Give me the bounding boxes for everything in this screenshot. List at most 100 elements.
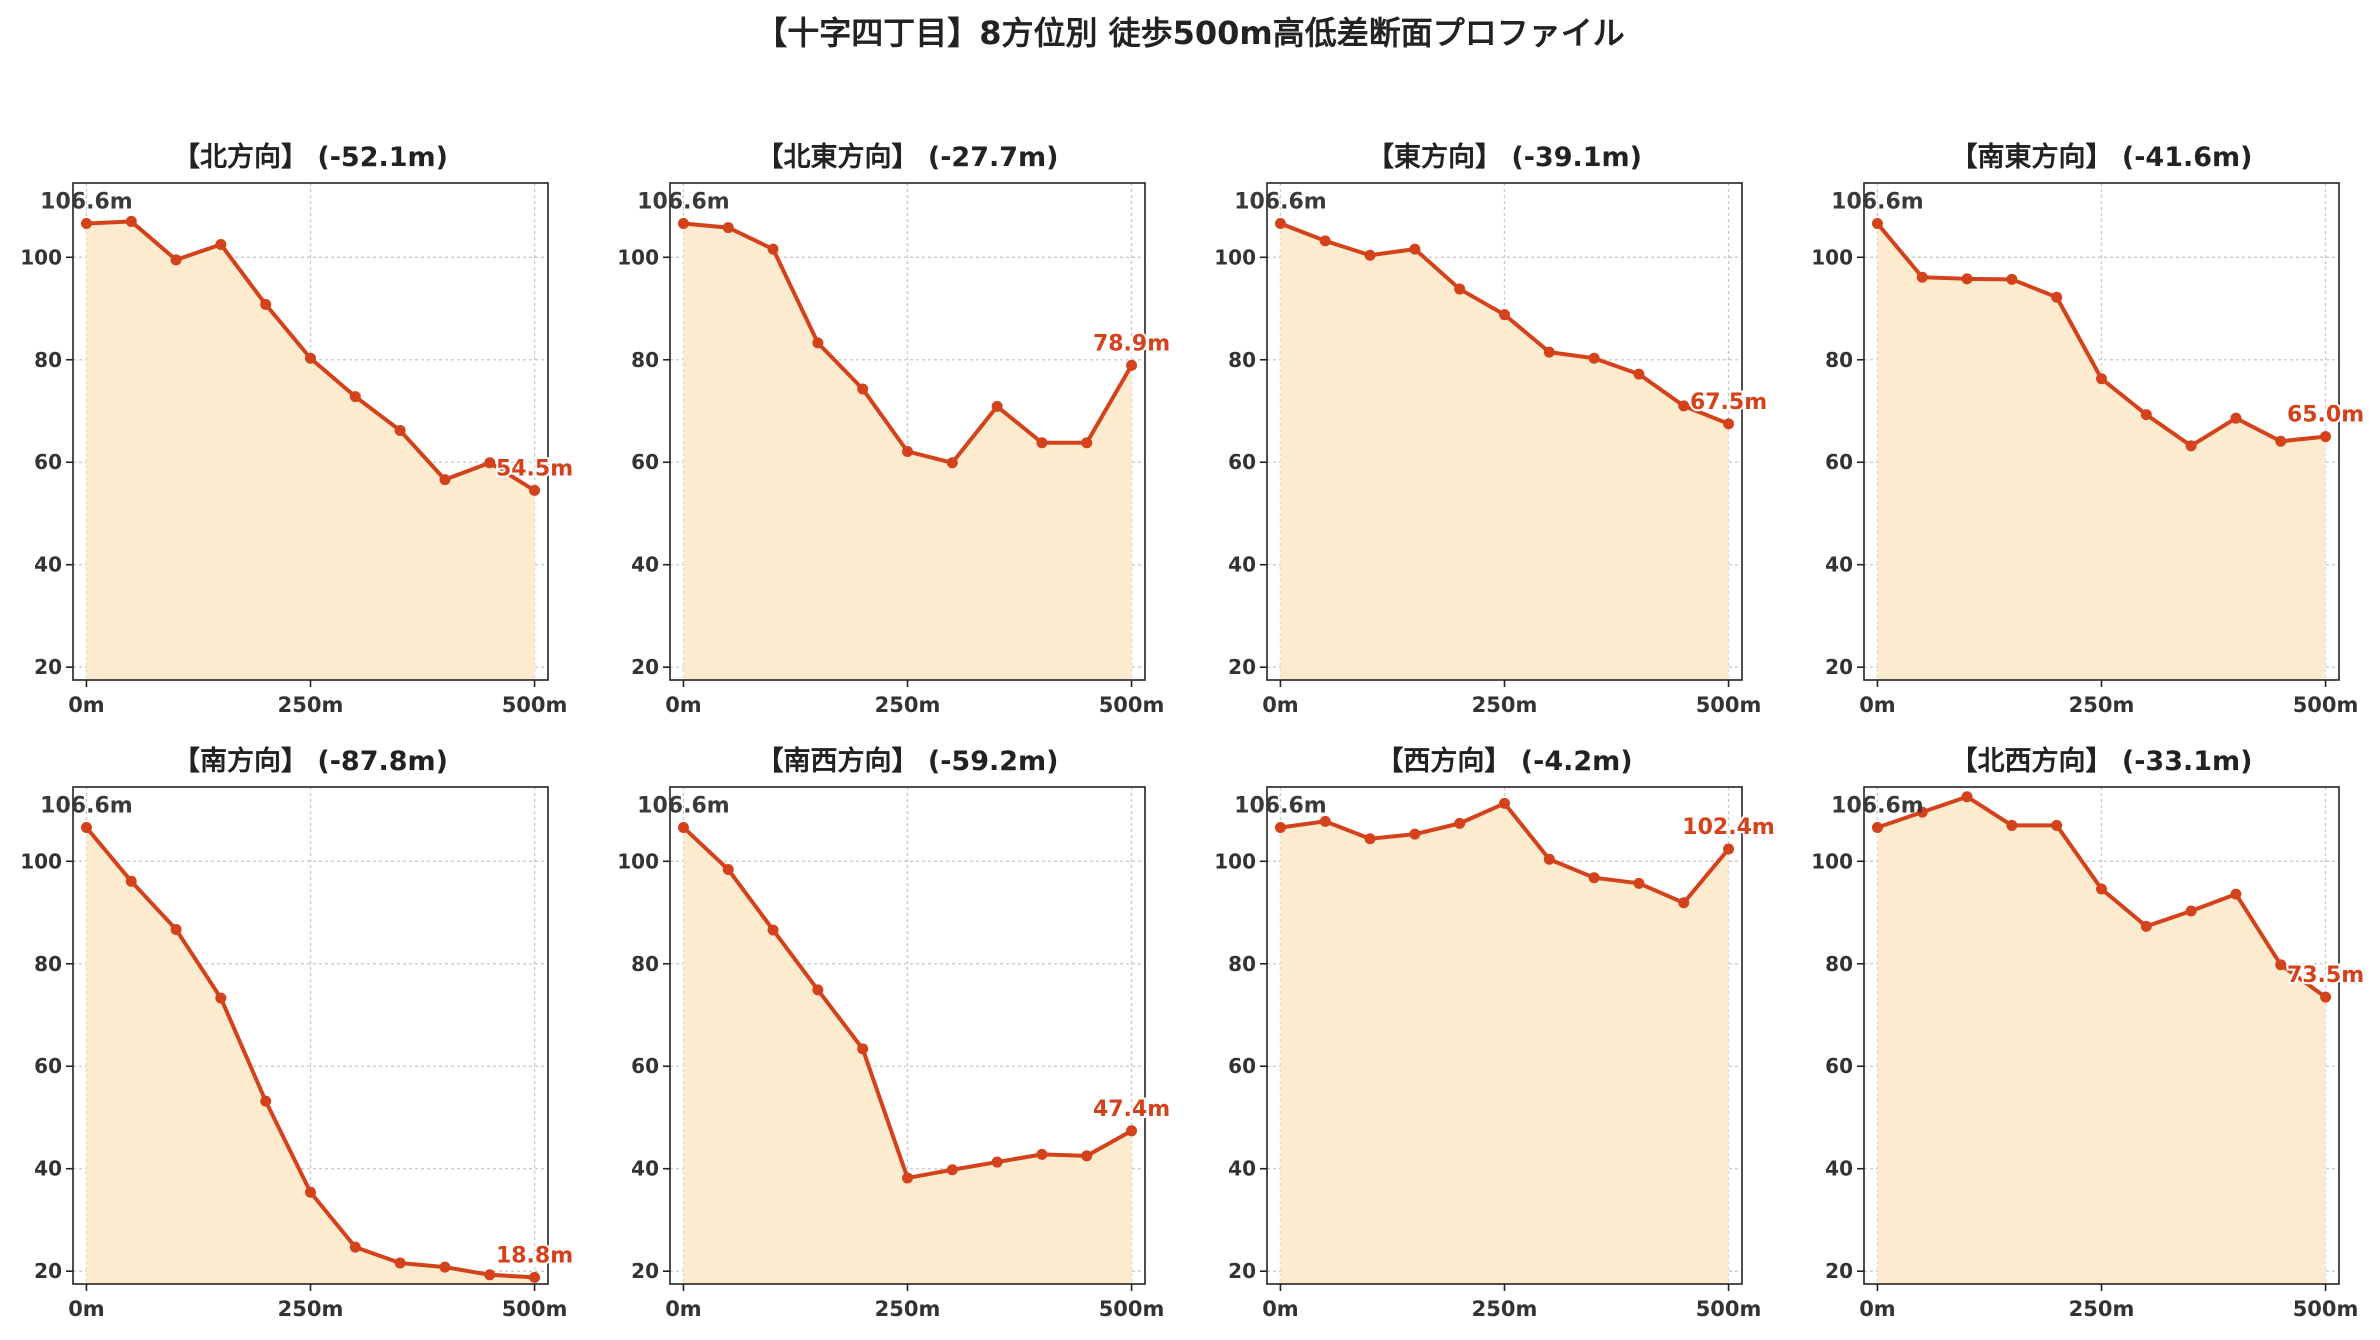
x-tick-label: 0m [1859, 1297, 1896, 1321]
data-point [1036, 437, 1048, 449]
y-tick-label: 100 [617, 245, 659, 269]
data-point [1319, 815, 1331, 827]
y-tick-label: 100 [1811, 245, 1853, 269]
data-point [1081, 437, 1093, 449]
start-elevation-label: 106.6m [1831, 189, 1924, 214]
end-elevation-label: 18.8m [496, 1243, 573, 1268]
y-tick-label: 80 [34, 952, 62, 976]
data-point [260, 1095, 272, 1107]
data-point [2320, 991, 2332, 1003]
x-tick-label: 250m [2069, 693, 2135, 717]
data-point [529, 484, 541, 496]
data-point [1588, 352, 1600, 364]
data-point [80, 821, 92, 833]
y-tick-label: 100 [1214, 849, 1256, 873]
x-tick-label: 500m [1696, 1297, 1762, 1321]
data-point [349, 1241, 361, 1253]
end-elevation-label: 78.9m [1093, 331, 1170, 356]
data-point [677, 217, 689, 229]
end-elevation-label: 73.5m [2287, 963, 2364, 988]
data-point [1126, 359, 1138, 371]
y-tick-label: 20 [631, 655, 659, 679]
data-point [2006, 273, 2018, 285]
data-point [2230, 412, 2242, 424]
x-tick-label: 0m [665, 1297, 702, 1321]
data-point [946, 1164, 958, 1176]
data-point [1633, 877, 1645, 889]
data-point [2185, 905, 2197, 917]
subplot-7: 20 40 60 80 100 0m 250m 500m 【西方向】 (-4.2m) 106.6m… [1214, 745, 1777, 1321]
y-tick-label: 20 [34, 1259, 62, 1283]
subplot-title: 【北方向】 (-52.1m) [173, 141, 448, 173]
subplot-3: 20 40 60 80 100 0m 250m 500m 【東方向】 (-39.1m) 106.6… [1214, 141, 1769, 717]
start-elevation-label: 106.6m [40, 793, 133, 818]
x-tick-label: 0m [1262, 1297, 1299, 1321]
data-point [1126, 1125, 1138, 1137]
data-point [902, 445, 913, 457]
x-tick-label: 500m [2293, 1297, 2359, 1321]
x-tick-label: 0m [68, 1297, 105, 1321]
subplot-grid: 20 40 60 80 100 0m 250m 500m 【北方向】 (-52.1m) 106.6… [20, 141, 2366, 1321]
data-point [2051, 291, 2063, 303]
data-point [2096, 373, 2107, 385]
subplot-5: 20 40 60 80 100 0m 250m 500m 【南方向】 (-87.8m) 106.6… [20, 745, 575, 1321]
data-point [2140, 920, 2152, 932]
y-tick-label: 60 [1825, 1054, 1853, 1078]
data-point [215, 238, 227, 250]
y-tick-label: 20 [1825, 1259, 1853, 1283]
x-tick-label: 250m [278, 693, 344, 717]
data-point [1543, 346, 1555, 358]
subplot-title: 【北東方向】 (-27.7m) [756, 141, 1058, 173]
data-point [1409, 243, 1421, 255]
y-tick-label: 60 [1825, 450, 1853, 474]
subplot-title: 【西方向】 (-4.2m) [1376, 745, 1632, 777]
y-tick-label: 40 [1825, 553, 1853, 577]
data-point [1916, 806, 1928, 818]
x-tick-label: 500m [1099, 693, 1165, 717]
data-point [215, 992, 227, 1004]
start-elevation-label: 106.6m [1234, 793, 1327, 818]
y-tick-label: 40 [1228, 1157, 1256, 1181]
data-point [1364, 833, 1376, 845]
elevation-area [1280, 803, 1729, 1284]
y-tick-label: 20 [1228, 655, 1256, 679]
end-elevation-label: 47.4m [1093, 1097, 1170, 1122]
data-point [1319, 235, 1331, 247]
data-point [394, 1257, 406, 1269]
data-point [1961, 791, 1973, 803]
x-tick-label: 500m [502, 693, 568, 717]
x-tick-label: 500m [2293, 693, 2359, 717]
data-point [812, 984, 824, 996]
data-point [305, 352, 316, 364]
y-tick-label: 20 [631, 1259, 659, 1283]
y-tick-label: 40 [1825, 1157, 1853, 1181]
x-tick-label: 0m [68, 693, 105, 717]
end-elevation-label: 102.4m [1682, 815, 1775, 840]
data-point [1543, 853, 1555, 865]
y-tick-label: 80 [1228, 952, 1256, 976]
end-elevation-label: 65.0m [2287, 403, 2364, 428]
data-point [170, 254, 182, 266]
data-point [946, 457, 958, 469]
x-tick-label: 250m [1472, 693, 1538, 717]
data-point [125, 215, 137, 227]
data-point [1871, 217, 1883, 229]
data-point [394, 424, 406, 436]
y-tick-label: 80 [34, 348, 62, 372]
subplot-1: 20 40 60 80 100 0m 250m 500m 【北方向】 (-52.1m) 106.6… [20, 141, 575, 717]
y-tick-label: 40 [34, 1157, 62, 1181]
x-tick-label: 250m [2069, 1297, 2135, 1321]
data-point [439, 474, 451, 486]
data-point [1274, 821, 1286, 833]
data-point [1274, 217, 1286, 229]
data-point [2320, 431, 2332, 443]
data-point [1588, 872, 1600, 884]
y-tick-label: 60 [1228, 450, 1256, 474]
subplot-title: 【南方向】 (-87.8m) [173, 745, 448, 777]
y-tick-label: 60 [34, 1054, 62, 1078]
x-tick-label: 0m [665, 693, 702, 717]
start-elevation-label: 106.6m [40, 189, 133, 214]
start-elevation-label: 106.6m [1234, 189, 1327, 214]
y-tick-label: 100 [20, 245, 62, 269]
data-point [80, 217, 92, 229]
